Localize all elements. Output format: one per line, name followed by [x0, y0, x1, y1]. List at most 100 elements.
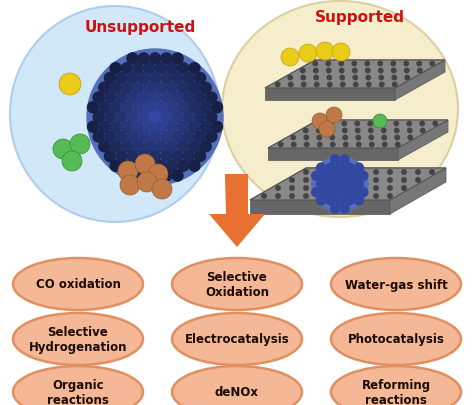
Ellipse shape: [331, 313, 461, 365]
Circle shape: [404, 62, 409, 66]
Circle shape: [161, 171, 172, 181]
Polygon shape: [390, 168, 446, 215]
Circle shape: [110, 141, 121, 152]
Circle shape: [149, 73, 161, 84]
Text: CO oxidation: CO oxidation: [36, 278, 120, 291]
Circle shape: [116, 93, 127, 104]
Circle shape: [317, 136, 321, 141]
Circle shape: [340, 205, 349, 213]
Circle shape: [133, 102, 144, 113]
Circle shape: [93, 93, 104, 104]
Circle shape: [166, 161, 177, 172]
Circle shape: [318, 186, 322, 191]
Circle shape: [366, 83, 371, 87]
Circle shape: [99, 141, 110, 152]
Circle shape: [355, 122, 359, 126]
Circle shape: [172, 112, 183, 123]
Circle shape: [127, 151, 138, 162]
Ellipse shape: [13, 366, 143, 405]
Circle shape: [340, 188, 349, 197]
Circle shape: [301, 83, 306, 87]
Circle shape: [70, 135, 90, 155]
Circle shape: [304, 186, 308, 191]
Ellipse shape: [10, 7, 220, 222]
Circle shape: [133, 64, 144, 75]
Circle shape: [318, 194, 322, 199]
Circle shape: [317, 129, 321, 133]
Circle shape: [93, 112, 104, 123]
Circle shape: [408, 129, 412, 133]
Circle shape: [288, 76, 292, 81]
Circle shape: [360, 178, 364, 183]
Circle shape: [332, 186, 336, 191]
Polygon shape: [268, 149, 398, 161]
Circle shape: [189, 83, 200, 94]
Circle shape: [149, 93, 161, 104]
Circle shape: [379, 76, 383, 81]
Circle shape: [349, 188, 358, 197]
Circle shape: [121, 141, 132, 152]
Circle shape: [155, 102, 166, 113]
Circle shape: [104, 151, 115, 162]
Circle shape: [374, 186, 378, 191]
Circle shape: [299, 45, 317, 63]
Circle shape: [326, 180, 335, 189]
Circle shape: [318, 178, 322, 183]
Circle shape: [365, 62, 369, 66]
Circle shape: [345, 164, 354, 173]
Circle shape: [206, 93, 217, 104]
Text: Unsupported: Unsupported: [85, 20, 196, 35]
Circle shape: [346, 178, 350, 183]
Circle shape: [53, 140, 73, 160]
Circle shape: [330, 136, 335, 141]
Circle shape: [395, 143, 400, 147]
Circle shape: [349, 172, 358, 181]
Circle shape: [359, 172, 368, 181]
Circle shape: [138, 112, 149, 123]
Circle shape: [195, 112, 206, 123]
Circle shape: [345, 180, 354, 189]
Circle shape: [304, 136, 309, 141]
Circle shape: [189, 64, 200, 75]
Polygon shape: [250, 168, 446, 200]
Circle shape: [339, 62, 344, 66]
Ellipse shape: [331, 258, 461, 310]
Circle shape: [206, 132, 217, 143]
Circle shape: [330, 205, 339, 213]
Circle shape: [336, 164, 345, 173]
Circle shape: [313, 62, 318, 66]
Ellipse shape: [13, 313, 143, 365]
Polygon shape: [395, 61, 445, 101]
Circle shape: [407, 122, 411, 126]
Circle shape: [340, 76, 345, 81]
Circle shape: [346, 186, 350, 191]
Circle shape: [144, 64, 155, 75]
Circle shape: [311, 188, 320, 197]
Circle shape: [394, 122, 399, 126]
Polygon shape: [250, 200, 390, 215]
Circle shape: [104, 112, 115, 123]
Circle shape: [301, 69, 305, 74]
Circle shape: [343, 136, 347, 141]
Circle shape: [166, 141, 177, 152]
Circle shape: [121, 83, 132, 94]
Ellipse shape: [172, 313, 302, 365]
Circle shape: [276, 194, 280, 199]
Circle shape: [87, 50, 223, 185]
Circle shape: [405, 76, 410, 81]
Circle shape: [149, 54, 161, 65]
Circle shape: [311, 172, 320, 181]
Circle shape: [343, 129, 347, 133]
Circle shape: [346, 171, 350, 175]
Circle shape: [326, 62, 330, 66]
Text: Selective
Oxidation: Selective Oxidation: [205, 270, 269, 298]
Circle shape: [420, 122, 424, 126]
Circle shape: [138, 73, 149, 84]
Circle shape: [388, 186, 392, 191]
Circle shape: [155, 83, 166, 94]
Circle shape: [138, 132, 149, 143]
Circle shape: [200, 141, 211, 152]
Circle shape: [155, 161, 166, 172]
Circle shape: [368, 122, 373, 126]
Ellipse shape: [172, 366, 302, 405]
